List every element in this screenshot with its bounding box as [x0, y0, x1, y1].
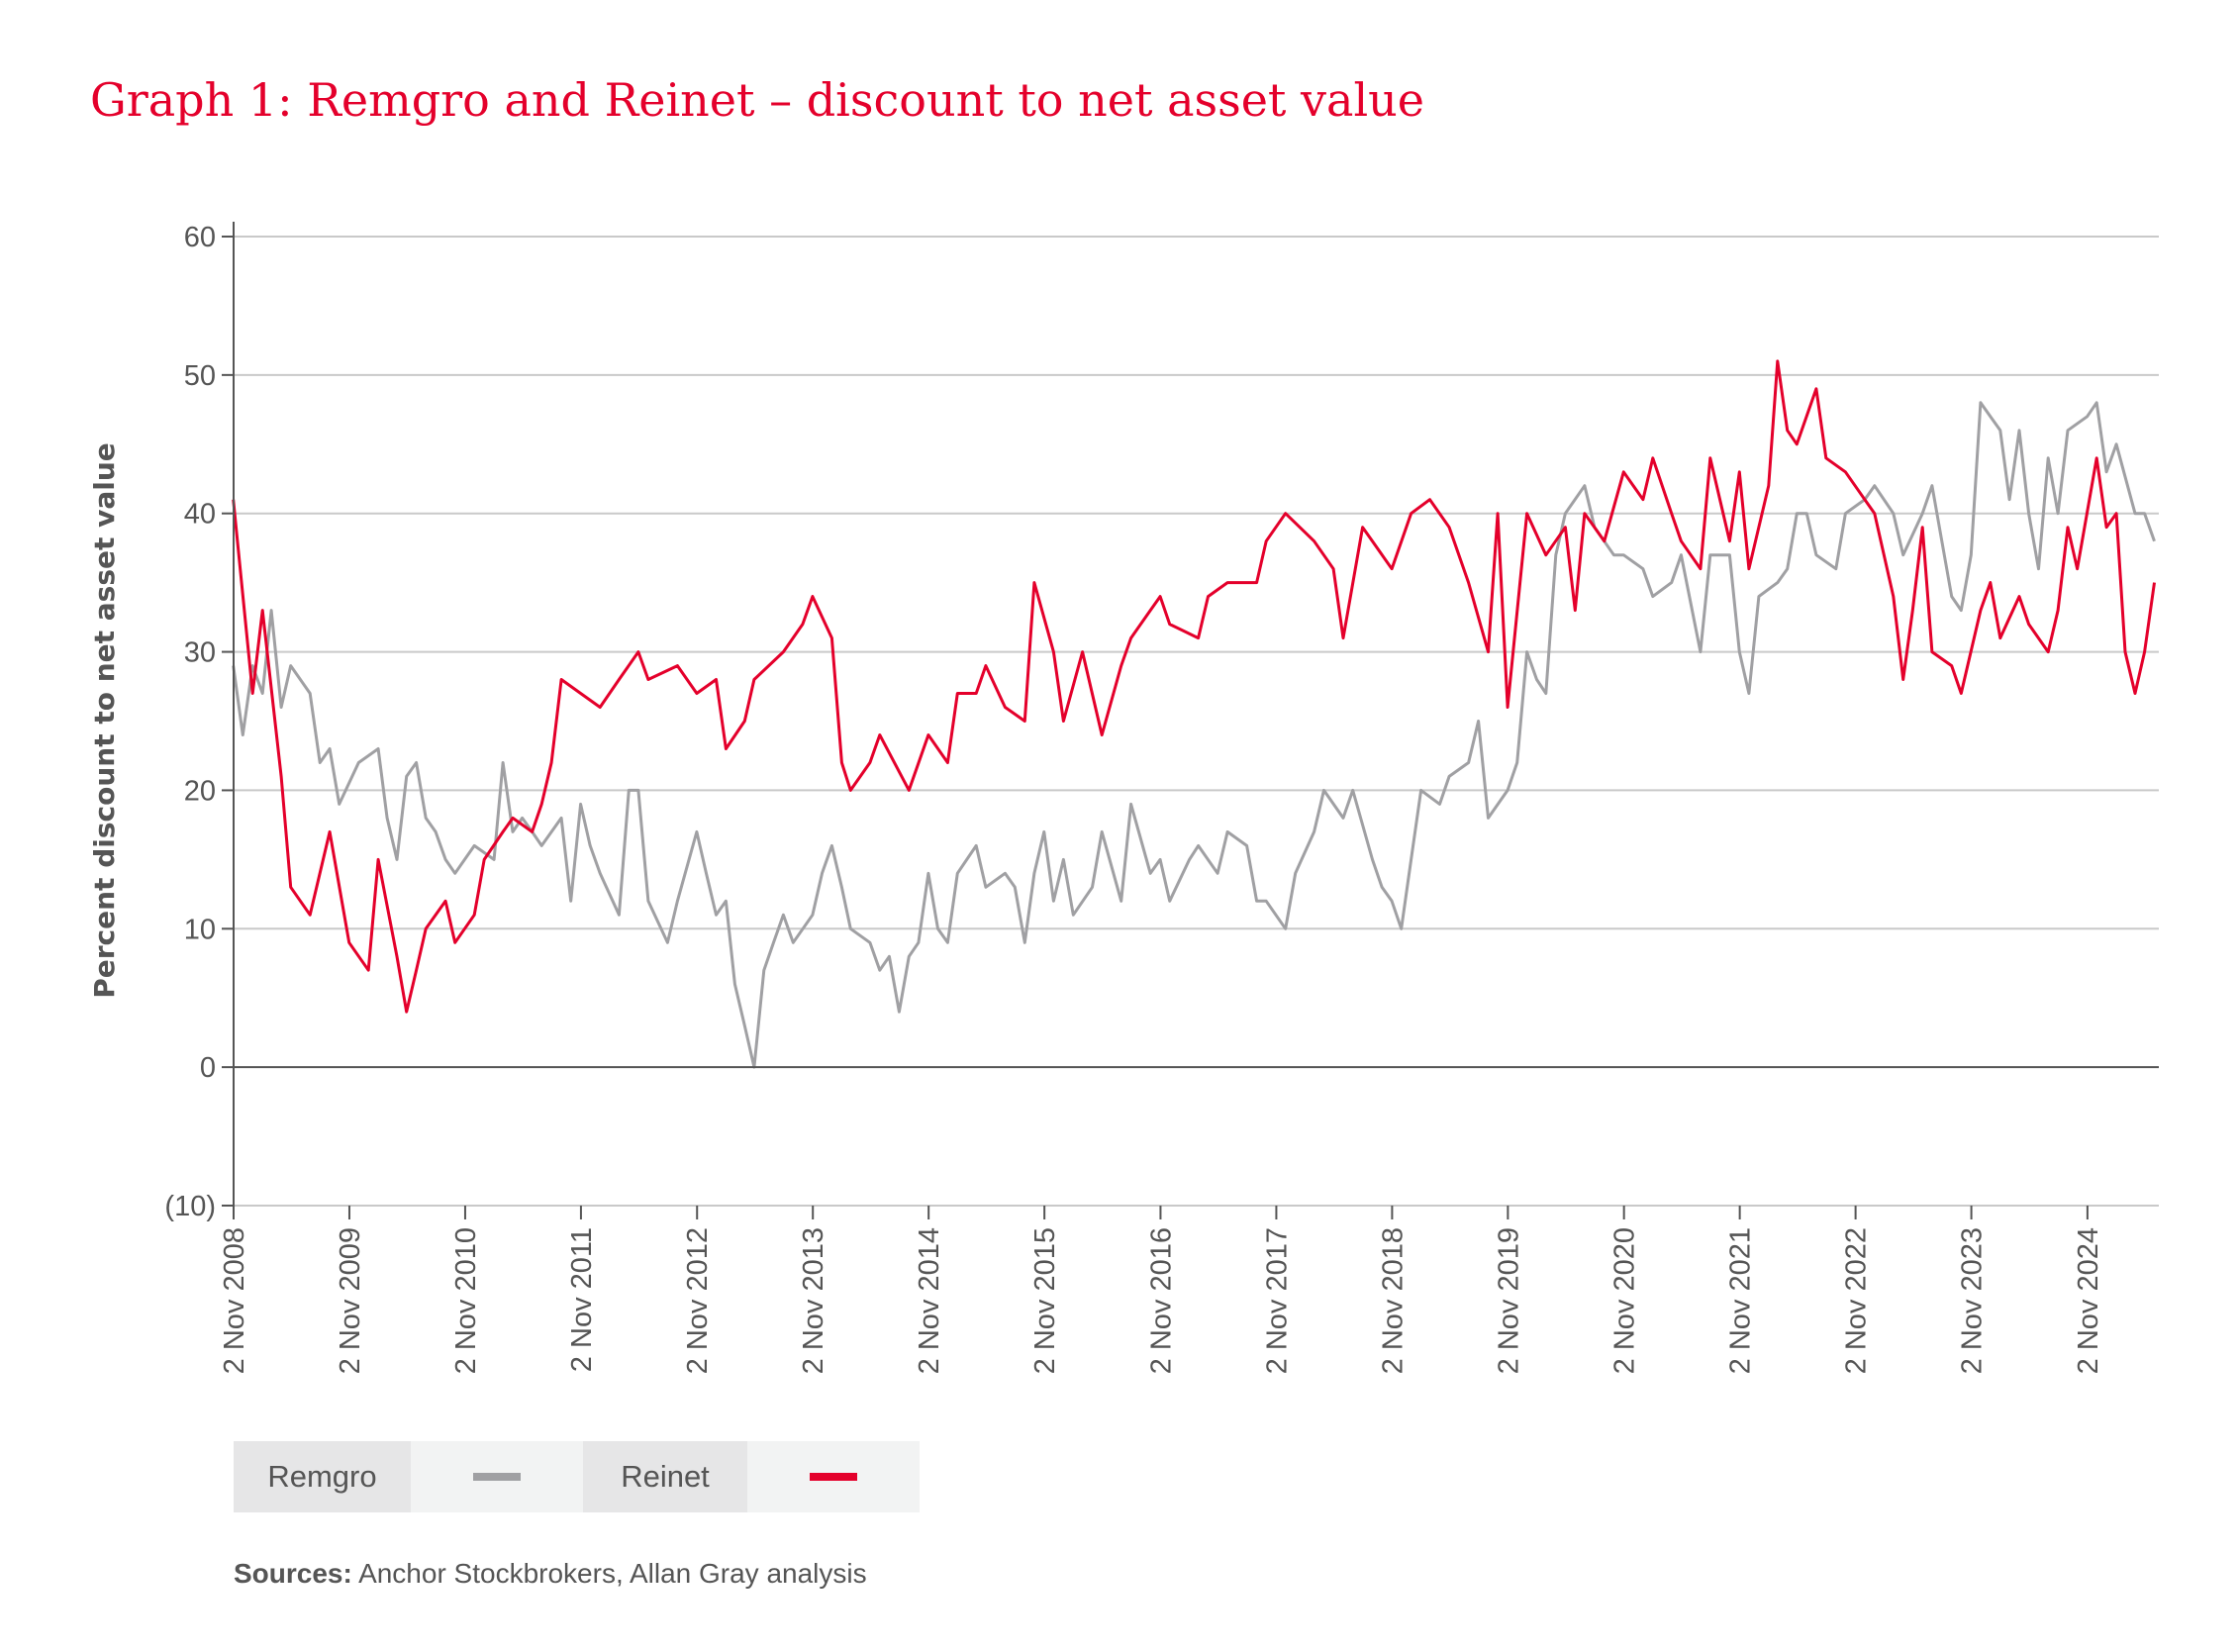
y-tick-label: 50: [184, 360, 216, 392]
legend-line-remgro: [473, 1473, 521, 1481]
y-axis-label: Percent discount to net asset value: [88, 442, 121, 999]
sources-text: Anchor Stockbrokers, Allan Gray analysis: [351, 1558, 867, 1589]
legend-swatch-remgro: [411, 1441, 583, 1512]
legend-line-reinet: [810, 1473, 857, 1481]
x-tick-label: 2 Nov 2021: [1725, 1227, 1757, 1374]
legend-label-remgro: Remgro: [234, 1441, 411, 1512]
sources-label: Sources:: [234, 1558, 352, 1589]
x-tick-label: 2 Nov 2018: [1377, 1227, 1409, 1374]
x-tick-label: 2 Nov 2011: [566, 1227, 598, 1372]
y-tick-label: (10): [164, 1191, 216, 1222]
series-lines: [232, 359, 2156, 1069]
y-tick-label: 40: [184, 499, 216, 531]
y-tick-label: 0: [200, 1052, 216, 1084]
x-tick-label: 2 Nov 2017: [1261, 1227, 1293, 1374]
x-tick-label: 2 Nov 2010: [450, 1227, 482, 1374]
x-tick-label: 2 Nov 2016: [1145, 1227, 1177, 1374]
x-tick-label: 2 Nov 2023: [1957, 1227, 1989, 1374]
series-line-remgro: [232, 401, 2156, 1069]
gridlines: [234, 236, 2159, 930]
y-tick-label: 10: [184, 914, 216, 945]
x-tick-label: 2 Nov 2012: [682, 1227, 714, 1374]
x-tick-label: 2 Nov 2009: [335, 1227, 366, 1374]
x-tick-label: 2 Nov 2020: [1609, 1227, 1641, 1374]
y-tick-label: 30: [184, 637, 216, 669]
chart-title: Graph 1: Remgro and Reinet – discount to…: [90, 73, 1425, 127]
series-line-reinet: [232, 359, 2156, 1014]
legend-swatch-reinet: [747, 1441, 920, 1512]
x-tick-label: 2 Nov 2019: [1493, 1227, 1524, 1374]
axes: 60 50 40 30 20 10 0 (10)2 Nov 2008 2 Nov 2009 2 N…: [164, 222, 2159, 1374]
x-tick-label: 2 Nov 2015: [1029, 1227, 1061, 1374]
x-tick-label: 2 Nov 2024: [2073, 1227, 2104, 1374]
x-tick-label: 2 Nov 2014: [914, 1227, 945, 1374]
legend-label-reinet: Reinet: [583, 1441, 747, 1512]
y-tick-label: 20: [184, 775, 216, 807]
legend: Remgro Reinet: [234, 1441, 920, 1512]
x-tick-label: 2 Nov 2022: [1841, 1227, 1873, 1374]
sources-note: Sources: Anchor Stockbrokers, Allan Gray…: [234, 1558, 867, 1590]
x-tick-label: 2 Nov 2013: [798, 1227, 829, 1374]
y-tick-label: 60: [184, 222, 216, 253]
x-tick-label: 2 Nov 2008: [219, 1227, 250, 1374]
